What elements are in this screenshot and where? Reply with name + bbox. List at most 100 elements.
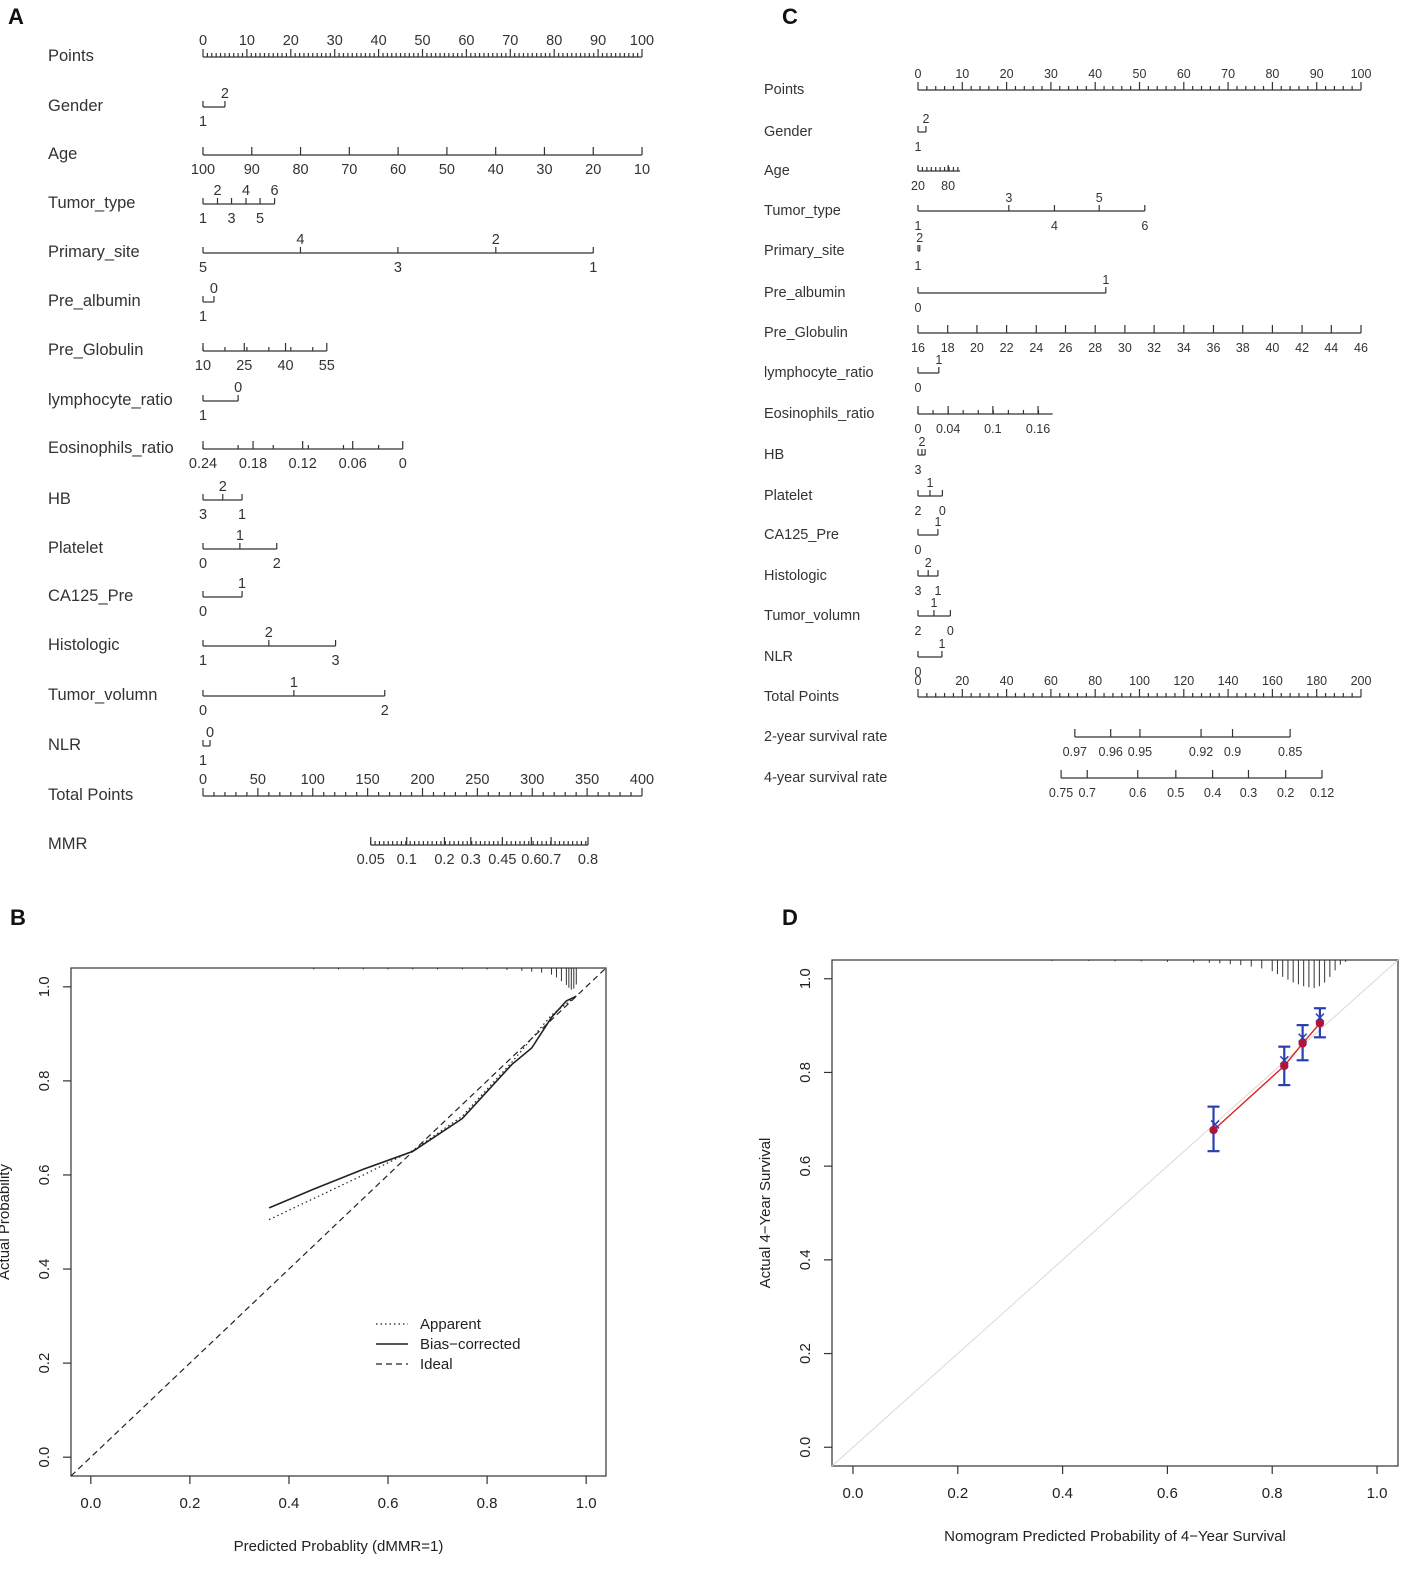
tick-label-pre-albumin: 1 (199, 309, 207, 325)
row-label-ca125-pre: CA125_Pre (48, 587, 133, 605)
y-tick-label-d: 0.0 (797, 1437, 814, 1458)
tick-label-pre-globulin: 44 (1324, 341, 1338, 355)
ideal-line (831, 959, 1399, 1467)
data-point (1315, 1019, 1325, 1028)
tick-label-total-points: 350 (575, 772, 599, 788)
tick-label-primary-site: 1 (589, 260, 597, 276)
tick-label-pre-globulin: 20 (970, 341, 984, 355)
panel-label-d: D (782, 905, 798, 930)
tick-label-primary-site: 3 (394, 260, 402, 276)
tick-label-mmr: 0.1 (397, 852, 417, 868)
tick-label-nlr: 0 (206, 725, 214, 741)
tick-label-points: 80 (1265, 67, 1279, 81)
tick-label-tumor-type: 4 (1051, 219, 1058, 233)
tick-label-total-points: 80 (1088, 674, 1102, 688)
tick-label-primary-site: 5 (199, 260, 207, 276)
tick-label-pre-albumin: 0 (210, 281, 218, 297)
tick-label-tumor-type: 6 (271, 183, 279, 199)
tick-label-points: 50 (414, 33, 430, 49)
row-label-histologic: Histologic (48, 636, 120, 654)
panel-label-b: B (10, 905, 26, 930)
tick-label-histologic: 3 (332, 653, 340, 669)
tick-label-eosinophils-ratio: 0.04 (936, 422, 960, 436)
tick-label-ca125-pre: 0 (199, 604, 207, 620)
tick-label-tumor-volumn: 0 (199, 703, 207, 719)
tick-label-eosinophils-ratio: 0.12 (289, 456, 317, 472)
row-label-tumor-type: Tumor_type (48, 194, 135, 212)
series-line-ideal (70, 967, 607, 1477)
tick-label-pre-globulin: 32 (1147, 341, 1161, 355)
row-label-primary-site: Primary_site (764, 243, 845, 259)
y-tick-label-b: 0.6 (36, 1165, 53, 1186)
tick-label-total-points: 140 (1218, 674, 1239, 688)
tick-label-histologic: 1 (199, 653, 207, 669)
tick-label-total-points: 180 (1306, 674, 1327, 688)
tick-label-mmr: 0.8 (578, 852, 598, 868)
tick-label-4-year-survival-rate: 0.5 (1167, 786, 1184, 800)
x-axis-label-d: Nomogram Predicted Probability of 4−Year… (944, 1528, 1286, 1545)
tick-label-points: 90 (1310, 67, 1324, 81)
tick-label-pre-globulin: 28 (1088, 341, 1102, 355)
x-tick-label-d: 1.0 (1367, 1485, 1388, 1502)
x-tick-label-b: 0.0 (80, 1495, 101, 1512)
tick-label-2-year-survival-rate: 0.85 (1278, 745, 1302, 759)
tick-label-primary-site: 4 (296, 232, 304, 248)
row-label-nlr: NLR (48, 736, 81, 754)
row-label-mmr: MMR (48, 835, 87, 853)
y-tick-label-d: 0.4 (797, 1249, 814, 1270)
tick-label-total-points: 400 (630, 772, 654, 788)
tick-label-eosinophils-ratio: 0.18 (239, 456, 267, 472)
tick-label-lymphocyte-ratio: 1 (935, 353, 942, 367)
tick-label-total-points: 100 (1129, 674, 1150, 688)
row-label-nlr: NLR (764, 649, 793, 665)
data-point (1280, 1061, 1289, 1071)
tick-label-2-year-survival-rate: 0.95 (1128, 745, 1152, 759)
tick-label-pre-albumin: 0 (915, 301, 922, 315)
row-label-tumor-volumn: Tumor_volumn (764, 608, 860, 624)
row-label-lymphocyte-ratio: lymphocyte_ratio (764, 365, 874, 381)
tick-label-histologic: 2 (265, 625, 273, 641)
tick-label-total-points: 250 (465, 772, 489, 788)
tick-label-tumor-volumn: 1 (290, 675, 298, 691)
tick-label-ca125-pre: 1 (238, 576, 246, 592)
tick-label-mmr: 0.7 (541, 852, 561, 868)
tick-label-platelet: 2 (915, 504, 922, 518)
tick-label-tumor-type: 1 (199, 211, 207, 227)
tick-label-tumor-volumn: 1 (930, 596, 937, 610)
tick-label-total-points: 100 (301, 772, 325, 788)
tick-label-total-points: 120 (1173, 674, 1194, 688)
tick-label-pre-globulin: 24 (1029, 341, 1043, 355)
row-label-primary-site: Primary_site (48, 243, 140, 261)
tick-label-age: 50 (439, 162, 455, 178)
tick-label-points: 30 (327, 33, 343, 49)
row-label-total-points: Total Points (764, 689, 839, 705)
panel-label-c: C (782, 4, 798, 29)
y-tick-label-d: 0.2 (797, 1343, 814, 1364)
tick-label-primary-site: 1 (915, 259, 922, 273)
row-label-platelet: Platelet (48, 539, 103, 557)
tick-label-2-year-survival-rate: 0.96 (1099, 745, 1123, 759)
tick-label-total-points: 0 (915, 674, 922, 688)
tick-label-age: 40 (488, 162, 504, 178)
tick-label-mmr: 0.2 (434, 852, 454, 868)
tick-label-gender: 1 (915, 140, 922, 154)
row-label-gender: Gender (764, 124, 813, 140)
tick-label-points: 80 (546, 33, 562, 49)
row-label-lymphocyte-ratio: lymphocyte_ratio (48, 391, 173, 409)
y-tick-label-b: 1.0 (36, 976, 53, 997)
tick-label-tumor-type: 1 (915, 219, 922, 233)
tick-label-mmr: 0.6 (521, 852, 541, 868)
tick-label-lymphocyte-ratio: 1 (199, 408, 207, 424)
row-label-eosinophils-ratio: Eosinophils_ratio (48, 439, 174, 457)
tick-label-platelet: 0 (939, 504, 946, 518)
tick-label-tumor-type: 2 (213, 183, 221, 199)
row-label-hb: HB (764, 447, 784, 463)
row-label-eosinophils-ratio: Eosinophils_ratio (764, 406, 874, 422)
tick-label-points: 30 (1044, 67, 1058, 81)
tick-label-nlr: 0 (915, 665, 922, 679)
y-axis-label-b: Actual Probability (0, 1164, 13, 1280)
tick-label-platelet: 0 (199, 556, 207, 572)
tick-label-points: 40 (1088, 67, 1102, 81)
tick-label-total-points: 60 (1044, 674, 1058, 688)
